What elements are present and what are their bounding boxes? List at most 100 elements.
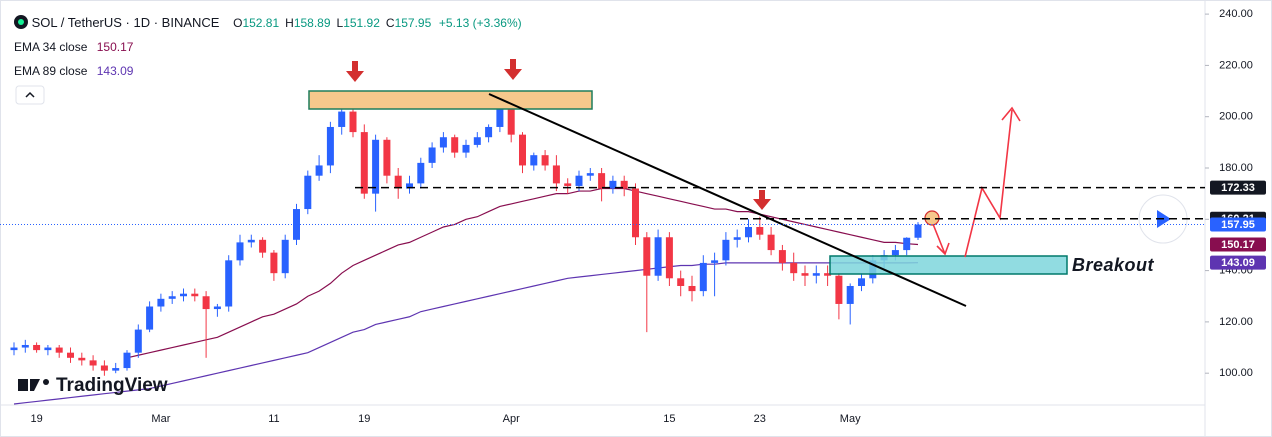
price-label-bg [1210, 237, 1266, 252]
candle-body [745, 226, 752, 238]
candle-body [202, 296, 210, 310]
x-tick-label: 19 [358, 413, 370, 425]
x-tick-label: May [840, 413, 861, 425]
candle-body [812, 273, 820, 276]
ema-value: 143.09 [96, 64, 134, 78]
collapse-button[interactable] [15, 85, 45, 105]
watermark: TradingView [56, 375, 168, 396]
trendline [488, 93, 967, 307]
projection-head [936, 242, 950, 256]
candle-body [315, 165, 323, 176]
ohlc-key: O [233, 16, 243, 30]
arrow-head [753, 199, 771, 210]
ohlc-key: H [285, 16, 294, 30]
candle-body [632, 188, 639, 238]
logo: TradingView [18, 375, 168, 396]
candle-body [134, 329, 142, 353]
collapse-icon[interactable] [25, 91, 35, 98]
arrow-stem [352, 61, 358, 72]
series-layer [10, 93, 922, 405]
candle-body [270, 252, 278, 274]
candle-body [67, 352, 74, 358]
price-label: 143.09 [1221, 257, 1255, 269]
arrow-head [504, 69, 522, 80]
candle-body [699, 262, 707, 292]
candle-body [507, 109, 515, 135]
ohlc-value: 152.81 [242, 16, 280, 30]
candle-body [349, 111, 357, 133]
candle-body [846, 285, 854, 304]
candle-body [33, 344, 41, 351]
ema-value: 150.17 [96, 40, 134, 54]
candle-body [417, 162, 425, 184]
marker-circle [924, 210, 940, 226]
candle-body [473, 137, 481, 145]
projection-up [964, 109, 1013, 258]
resistance-zone [308, 90, 593, 110]
ema-row: EMA 34 close 150.17 [14, 36, 522, 60]
logo-mark [18, 379, 28, 391]
ohlc-value: 158.89 [293, 16, 331, 30]
candle-body [451, 137, 459, 153]
candle-body [394, 175, 402, 189]
candle-body [123, 352, 131, 369]
candle-body [575, 175, 583, 186]
candle-body [767, 234, 775, 251]
candle-body [688, 285, 696, 292]
candle-body [236, 242, 244, 261]
candle-body [858, 278, 865, 286]
y-tick-label: 200.00 [1219, 111, 1253, 123]
candle-body [213, 306, 221, 310]
candle-body [247, 239, 255, 243]
y-tick-label: 240.00 [1219, 8, 1253, 20]
candle-body [541, 155, 549, 166]
candle-body [168, 296, 176, 299]
x-tick-label: Apr [503, 413, 520, 425]
x-tick-label: 19 [30, 413, 42, 425]
candle-body [914, 224, 922, 238]
arrow-head [346, 71, 364, 82]
ohlc-key: C [385, 16, 395, 30]
candle-body [801, 273, 809, 276]
legend: SOL / TetherUS · 1D · BINANCE O152.81 H15… [14, 12, 522, 84]
price-label-bg [1210, 180, 1266, 195]
candle-body [89, 360, 97, 366]
candle-body [21, 344, 29, 348]
symbol-icon-dot [18, 19, 24, 25]
candle-body [326, 126, 334, 166]
x-tick-label: 11 [268, 413, 279, 425]
candle-body [733, 237, 741, 240]
candle-body [756, 226, 764, 235]
logo-mark [30, 379, 40, 391]
candle-body [338, 111, 346, 127]
price-label: 150.17 [1221, 239, 1255, 251]
breakout-zone [829, 255, 1068, 275]
candle-body [225, 260, 233, 307]
collapse-box[interactable] [15, 85, 45, 105]
x-tick-label: 23 [754, 413, 766, 425]
price-label-bg [1210, 255, 1266, 270]
candle-body [586, 173, 594, 176]
ema-name: EMA 34 close [14, 40, 88, 54]
candle-body [428, 147, 436, 163]
candle-body [711, 260, 719, 263]
price-label-bg [1210, 217, 1266, 232]
candle-body [598, 173, 606, 189]
x-tick-label: Mar [151, 413, 170, 425]
candle-body [903, 237, 911, 251]
candle-body [439, 137, 447, 148]
candle-body [146, 306, 154, 330]
arrow-stem [759, 190, 765, 200]
symbol-title: SOL / TetherUS · 1D · BINANCE [31, 15, 220, 30]
candle-body [372, 139, 380, 194]
candle-body [44, 347, 52, 351]
price-label: 157.95 [1221, 219, 1255, 231]
ohlc-value: 151.92 [343, 16, 380, 30]
candle-body [778, 250, 786, 263]
ema-row: EMA 89 close 143.09 [14, 60, 522, 84]
candle-body [564, 183, 572, 186]
candle-body [100, 365, 108, 371]
candle-body [78, 357, 86, 361]
candle-body [835, 275, 843, 304]
